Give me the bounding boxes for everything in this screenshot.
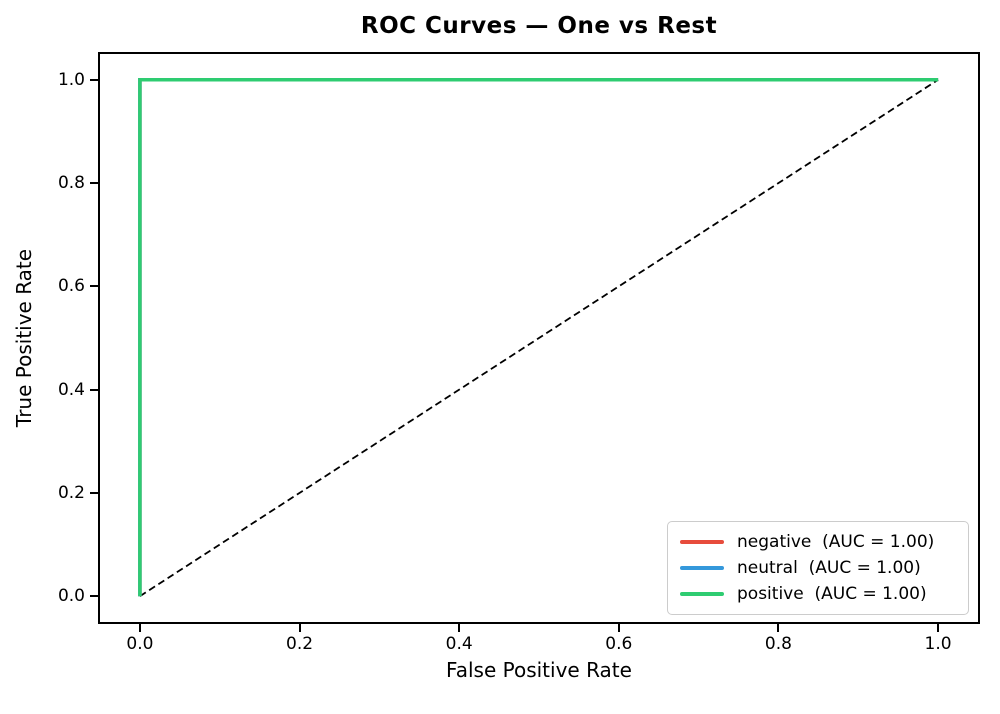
x-tick-label: 0.8 bbox=[764, 634, 792, 654]
y-tick-label: 1.0 bbox=[57, 69, 85, 90]
legend-entry-positive: positive (AUC = 1.00) bbox=[680, 584, 956, 604]
legend-entry-negative: negative (AUC = 1.00) bbox=[680, 532, 956, 552]
x-tick-mark bbox=[937, 624, 940, 632]
roc-curves-svg bbox=[138, 78, 939, 597]
legend-line-swatch-negative bbox=[680, 540, 724, 544]
y-axis-label: True Positive Rate bbox=[12, 248, 36, 428]
x-tick-mark bbox=[458, 624, 461, 632]
y-tick-label: 0.8 bbox=[57, 173, 85, 194]
x-tick-mark bbox=[617, 624, 620, 632]
y-tick-mark bbox=[90, 595, 98, 598]
chart-title: ROC Curves — One vs Rest bbox=[360, 13, 718, 39]
legend-label-negative: negative (AUC = 1.00) bbox=[737, 532, 935, 552]
y-tick-mark bbox=[90, 388, 98, 391]
plot-area bbox=[98, 52, 980, 624]
legend-entry-neutral: neutral (AUC = 1.00) bbox=[680, 558, 956, 578]
y-tick-label: 0.4 bbox=[57, 379, 85, 400]
x-tick-label: 0.6 bbox=[605, 634, 633, 654]
x-tick-mark bbox=[777, 624, 780, 632]
legend-line-swatch-positive bbox=[680, 592, 724, 596]
chance-diagonal bbox=[139, 79, 939, 597]
y-tick-mark bbox=[90, 285, 98, 288]
x-tick-label: 1.0 bbox=[924, 634, 952, 654]
y-tick-label: 0.0 bbox=[57, 586, 85, 607]
x-axis-label: False Positive Rate bbox=[446, 658, 632, 682]
x-tick-label: 0.4 bbox=[445, 634, 473, 654]
legend-label-positive: positive (AUC = 1.00) bbox=[737, 584, 927, 604]
x-tick-label: 0.2 bbox=[286, 634, 314, 654]
legend-label-neutral: neutral (AUC = 1.00) bbox=[737, 558, 921, 578]
y-tick-mark bbox=[90, 78, 98, 81]
y-tick-label: 0.2 bbox=[57, 482, 85, 503]
x-tick-mark bbox=[138, 624, 141, 632]
y-tick-mark bbox=[90, 491, 98, 494]
y-tick-mark bbox=[90, 182, 98, 185]
y-tick-label: 0.6 bbox=[57, 276, 85, 297]
x-tick-label: 0.0 bbox=[126, 634, 154, 654]
legend-line-swatch-neutral bbox=[680, 566, 724, 570]
roc-curve-positive bbox=[138, 78, 939, 597]
legend: negative (AUC = 1.00) neutral (AUC = 1.00… bbox=[667, 521, 969, 615]
x-tick-mark bbox=[298, 624, 301, 632]
